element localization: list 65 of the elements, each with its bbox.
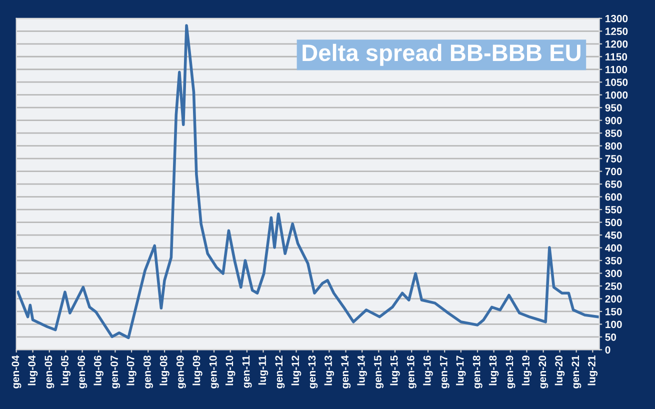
x-tick-label: gen-15	[374, 356, 384, 388]
y-tick-label: 1250	[606, 28, 628, 36]
y-tick-label: 850	[605, 130, 622, 137]
y-tick-label: 100	[606, 320, 622, 328]
y-tick-label: 1100	[606, 66, 628, 74]
x-tick-label: gen-12	[275, 356, 285, 388]
x-tick-label: lug-16	[423, 356, 433, 386]
x-tick-label: lug-07	[126, 356, 136, 386]
x-tick-label: lug-20	[554, 356, 565, 386]
y-tick-label: 600	[605, 193, 622, 201]
x-tick-label: lug-05	[60, 356, 71, 386]
y-tick-label: 1300	[606, 14, 628, 22]
y-tick-label: 700	[605, 168, 622, 176]
y-tick-label: 350	[605, 257, 622, 264]
line-series	[16, 24, 600, 340]
x-tick-label: gen-04	[12, 355, 22, 388]
y-tick-label: 950	[605, 104, 622, 112]
y-tick-label: 1000	[606, 91, 628, 99]
x-tick-label: gen-21	[572, 356, 582, 388]
y-tick-label: 0	[605, 346, 610, 354]
x-tick-label: gen-08	[143, 356, 153, 388]
x-tick-label: gen-05	[44, 356, 54, 388]
x-tick-label: lug-04	[28, 355, 38, 386]
x-tick-label: lug-19	[522, 356, 532, 386]
x-tick-label: gen-17	[440, 356, 450, 388]
y-tick-label: 1050	[606, 78, 628, 86]
x-tick-label: lug-09	[192, 356, 202, 386]
x-tick-label: lug-14	[357, 355, 367, 386]
y-tick-label: 550	[605, 206, 622, 214]
x-tick-label: gen-19	[506, 356, 516, 388]
y-tick-label: 150	[606, 308, 622, 316]
y-tick-label: 250	[605, 282, 622, 290]
y-tick-label: 900	[605, 116, 622, 124]
y-tick-label: 200	[605, 295, 622, 303]
x-tick-label: lug-10	[225, 356, 236, 386]
x-tick-label: gen-18	[472, 356, 482, 388]
x-tick-label: lug-08	[160, 356, 170, 386]
y-tick-label: 800	[605, 142, 622, 150]
x-tick-label: lug-17	[456, 356, 466, 386]
x-tick-label: lug-21	[588, 356, 598, 386]
x-tick-label: lug-18	[488, 356, 499, 386]
y-tick-label: 400	[605, 244, 622, 252]
x-tick-label: gen-06	[78, 356, 88, 388]
x-tick-label: gen-14	[341, 355, 351, 388]
x-tick-label: gen-13	[308, 356, 318, 388]
x-tick-label: lug-13	[324, 356, 334, 386]
y-tick-label: 500	[605, 218, 622, 226]
x-tick-label: lug-11	[258, 356, 268, 385]
y-tick-label: 750	[605, 155, 622, 162]
x-tick-label: lug-06	[94, 356, 104, 386]
y-tick-label: 1150	[606, 53, 628, 61]
y-tick-label: 300	[605, 270, 622, 278]
y-tick-label: 650	[605, 180, 622, 188]
y-tick-label: 1200	[606, 40, 628, 48]
x-tick-label: gen-10	[209, 356, 219, 388]
y-tick-label: 450	[605, 232, 622, 239]
x-tick-label: gen-20	[538, 356, 548, 388]
x-tick-label: gen-09	[176, 356, 186, 388]
y-tick-label: 50	[605, 333, 616, 341]
x-tick-label: lug-12	[291, 356, 302, 386]
x-tick-label: lug-15	[390, 356, 400, 386]
x-tick-label: gen-07	[110, 356, 120, 388]
x-tick-label: gen-11	[242, 356, 252, 388]
x-tick-label: gen-16	[406, 356, 416, 388]
text: Delta spread BB-BBB EU	[302, 44, 580, 66]
